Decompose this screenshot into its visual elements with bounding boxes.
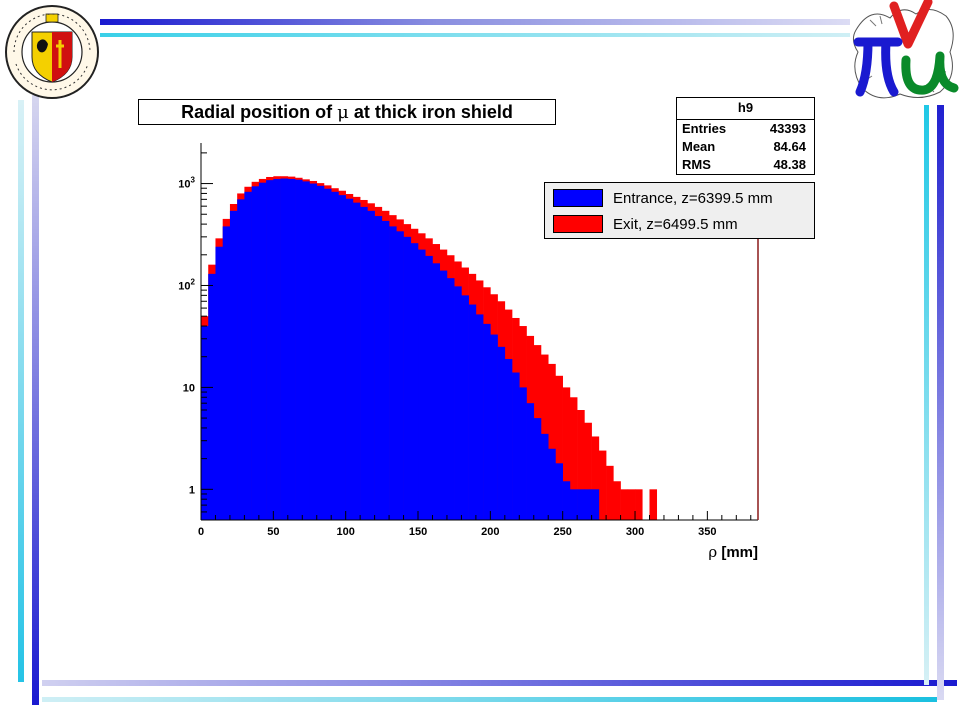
legend-swatch-exit [553,215,603,233]
stats-mean-row: Mean 84.64 [682,139,806,154]
histogram-bar-entrance [215,246,223,521]
histogram-bar-entrance [577,489,585,520]
histogram-bar-entrance [352,202,361,520]
histogram-bar-entrance [208,273,216,520]
x-axis-label: ρ [mm] [708,543,758,561]
histogram-bar-exit [598,450,607,520]
histogram-bar-entrance [244,191,252,520]
histogram-bar-entrance [555,463,563,520]
histogram-bar-entrance [374,216,383,521]
histogram-bar-exit [562,387,571,520]
histogram-bar-entrance [389,226,397,520]
histogram-bar-entrance [403,236,412,520]
histogram-bar-entrance [410,243,419,520]
histogram-bar-entrance [302,181,310,520]
histogram-bar-entrance [432,263,441,520]
histogram-bar-entrance [446,278,455,520]
histogram-bar-entrance [229,210,238,520]
histogram-bar-entrance [418,249,426,520]
x-tick-label: 50 [267,526,279,538]
histogram-bar-entrance [504,358,513,520]
histogram-bar-entrance [425,255,433,521]
y-tick-label: 10 [183,382,195,394]
histogram-bar-exit [591,436,600,520]
histogram-bar-entrance [439,270,448,520]
histogram-bar-entrance [569,489,578,520]
histogram-bar-exit [635,489,643,520]
mice-experiment-logo [852,0,959,99]
legend-label-entrance: Entrance, z=6399.5 mm [613,189,773,207]
statistics-box: h9 Entries 43393 Mean 84.64 RMS 48.38 [676,97,815,175]
stats-entries-row: Entries 43393 [682,121,806,136]
x-tick-label: 200 [481,526,499,538]
histogram-bar-exit [577,410,585,520]
y-tick-label: 103 [178,176,195,191]
x-tick-label: 150 [409,526,427,538]
histogram-bar-entrance [338,195,346,520]
legend-entry-exit: Exit, z=6499.5 mm [553,213,738,235]
histogram-bar-entrance [295,179,303,521]
histogram-bar-exit [555,375,563,520]
histogram-bar-entrance [345,198,354,520]
histogram-bar-entrance [396,231,404,520]
histogram-bar-entrance [512,372,520,520]
histogram-bar-exit [584,422,592,520]
histogram-bar-entrance [367,210,375,520]
histogram-bar-entrance [497,346,506,520]
histogram-bar-entrance [475,314,484,520]
histogram-bar-entrance [519,387,527,520]
histogram-bar-entrance [222,226,231,520]
legend-label-exit: Exit, z=6499.5 mm [613,215,738,233]
y-tick-label: 102 [178,277,195,292]
y-tick-label: 1 [189,484,195,496]
histogram-bar-exit [649,489,658,520]
x-tick-label: 0 [198,526,204,538]
histogram-bar-entrance [273,178,281,520]
chart-title: Radial position of μ at thick iron shiel… [138,99,556,125]
histogram-bar-exit [606,465,614,520]
histogram-bar-entrance [526,403,535,520]
histogram-bar-entrance [237,199,245,520]
histogram-bar-entrance [323,188,332,520]
legend-swatch-entrance [553,189,603,207]
chart-legend: Entrance, z=6399.5 mm Exit, z=6499.5 mm [544,182,815,239]
histogram-bar-entrance [548,448,556,520]
histogram-bar-entrance [490,334,498,520]
histogram-bar-exit [620,489,629,520]
x-tick-label: 100 [336,526,354,538]
legend-entry-entrance: Entrance, z=6399.5 mm [553,187,773,209]
histogram-bar-entrance [533,418,542,520]
histogram-bar-entrance [309,183,318,520]
histogram-bar-entrance [562,481,571,520]
histogram-bar-entrance [280,178,289,521]
histogram-bar-entrance [316,185,325,520]
x-tick-label: 350 [698,526,716,538]
histogram-bar-entrance [468,304,477,520]
histogram-bar-entrance [381,220,390,521]
histogram-bar-entrance [584,489,592,520]
histogram-bar-entrance [591,489,600,520]
histogram-bar-exit [569,397,578,520]
histogram-bar-entrance [360,206,368,520]
histogram-bar-entrance [461,295,469,520]
histogram-bar-entrance [331,191,339,520]
histogram-bar-entrance [287,178,296,520]
histogram-bar-entrance [454,286,462,520]
stats-histogram-name: h9 [677,98,814,120]
university-crest-logo [5,5,99,99]
histogram-bar-entrance [251,186,260,521]
histogram-bar-exit [548,363,556,520]
histogram-bar-entrance [201,326,209,520]
histogram-bar-entrance [483,323,491,520]
histogram-bar-entrance [258,182,267,520]
x-tick-label: 250 [554,526,572,538]
x-tick-label: 300 [626,526,644,538]
histogram-bar-exit [613,481,621,520]
histogram-bar-entrance [540,433,549,520]
histogram-bar-exit [627,489,636,520]
stats-rms-row: RMS 48.38 [682,157,806,172]
histogram-bar-entrance [266,180,274,520]
